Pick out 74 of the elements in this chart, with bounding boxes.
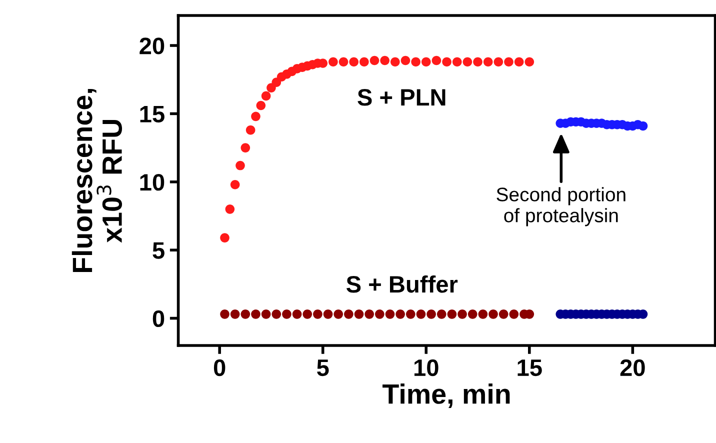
point [514, 57, 524, 67]
point [370, 56, 380, 66]
y-tick-label: 20 [140, 38, 164, 54]
point [638, 121, 648, 131]
point [251, 310, 260, 319]
point [323, 310, 333, 319]
point [385, 310, 395, 319]
x-axis-title: Time, min [382, 384, 510, 408]
point [375, 310, 384, 319]
x-tick-label: 10 [414, 359, 438, 376]
point [452, 57, 462, 67]
point [354, 310, 364, 319]
point [246, 125, 256, 135]
point [498, 310, 508, 319]
point [364, 310, 374, 319]
point [483, 57, 493, 67]
x-tick-label: 0 [214, 359, 226, 376]
point [426, 310, 436, 319]
point [251, 112, 260, 122]
point [240, 310, 250, 319]
point [488, 310, 498, 319]
point [256, 100, 266, 110]
point [432, 56, 442, 66]
point [236, 160, 245, 170]
point [468, 310, 478, 319]
point [411, 57, 420, 67]
point [524, 57, 534, 67]
y-tick-label: 5 [152, 242, 164, 259]
point [458, 310, 467, 319]
point [360, 57, 369, 67]
point [390, 57, 400, 67]
point [302, 310, 312, 319]
point [494, 57, 504, 67]
point [400, 56, 410, 66]
point [436, 310, 446, 319]
series-label: S + PLN [358, 89, 446, 106]
point [328, 57, 338, 67]
point [220, 310, 230, 319]
point [462, 57, 472, 67]
point [478, 310, 488, 319]
point [421, 57, 431, 67]
point [292, 310, 302, 319]
point [344, 310, 354, 319]
x-tick-label: 15 [518, 360, 542, 376]
point [338, 57, 348, 67]
annotation: Second portion of protealysin [496, 187, 626, 226]
point [396, 310, 405, 319]
y-axis-title: Fluorescence, x10$^{3}$ RFU [72, 88, 122, 272]
point [240, 143, 250, 152]
point [504, 57, 514, 67]
point [473, 57, 482, 67]
point [282, 310, 292, 319]
point [261, 310, 271, 319]
point [349, 57, 358, 67]
y-tick-label: 0 [152, 310, 164, 328]
point [220, 233, 230, 242]
point [313, 310, 322, 319]
y-tick-label: 15 [140, 106, 164, 122]
point [261, 91, 271, 101]
point [272, 310, 282, 319]
point [509, 310, 519, 319]
point [380, 56, 390, 66]
series-label: S + Buffer [346, 275, 458, 293]
point [416, 310, 426, 319]
x-tick-label: 20 [620, 359, 645, 376]
point [406, 310, 416, 319]
x-tick-label: 5 [317, 360, 329, 376]
y-tick-label: 10 [140, 174, 164, 191]
point [230, 310, 240, 319]
point [442, 57, 452, 67]
point [225, 204, 235, 214]
point [447, 310, 457, 319]
point [230, 180, 240, 190]
point [334, 310, 344, 319]
